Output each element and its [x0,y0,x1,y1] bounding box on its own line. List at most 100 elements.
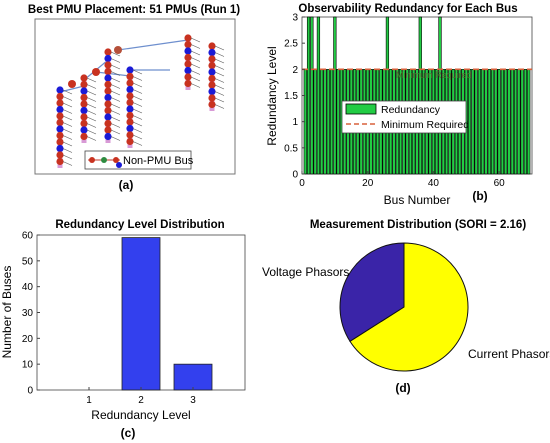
bus-label-mark [62,109,73,114]
panel-b-title: Observability Redundancy for Each Bus [298,3,517,15]
panel-b-legend-minimum: Minimum Required [381,119,469,131]
bus-label-mark [86,84,97,89]
bus-label-mark [86,129,97,135]
bus-label-mark [132,102,143,107]
x-tick-label: 0 [299,178,305,189]
distribution-bar [121,237,161,391]
bus-label-mark [86,116,97,122]
bus-label-mark [132,141,143,146]
panel-a-label: (a) [119,178,134,192]
pie-slice [339,242,405,342]
bus-node [208,55,216,63]
bus-node [80,119,88,128]
bus-node [80,80,88,89]
y-tick-label: 50 [22,256,34,267]
bus-node [56,99,64,107]
bus-node [104,106,112,115]
panel-a-title: Best PMU Placement: 51 PMUs (Run 1) [28,4,240,16]
bus-node [92,68,100,76]
bus-label-mark [214,78,225,83]
bus-node [80,113,88,121]
bus-label-mark [110,123,121,128]
bus-node [114,46,122,54]
redundancy-bar [520,69,524,175]
bus-node [104,126,112,134]
bus-node [104,132,112,141]
bus-label-mark [110,103,121,109]
bus-node [126,105,134,113]
redundancy-bar [323,69,327,175]
bus-label-mark [132,82,143,88]
redundancy-bar [418,16,422,175]
bus-node [104,67,112,76]
bus-node [126,111,134,120]
bus-node [104,80,112,89]
graph-edge [59,85,85,93]
bus-label-mark [110,58,121,63]
redundancy-bar [336,69,340,175]
bus-label-mark [214,84,225,90]
panel-c-title: Redundancy Level Distribution [55,219,224,231]
bus-label-mark [110,84,121,89]
bus-label-mark [62,141,73,147]
panel-d-label: (d) [395,381,410,395]
bus-node [56,138,64,146]
bus-node [208,68,216,76]
y-tick-label: 0.5 [284,143,298,154]
redundancy-bar [471,69,475,175]
redundancy-bar [527,69,531,175]
panel-a: Best PMU Placement: 51 PMUs (Run 1) Non-… [28,4,240,192]
bus-label-mark [214,65,225,70]
y-tick-label: 10 [22,360,34,371]
redundancy-bar [510,69,514,175]
redundancy-bar [316,16,321,175]
graph-edge [95,71,131,77]
bus-label-mark [86,136,97,141]
bus-label-mark [110,116,121,122]
bus-node [68,80,76,88]
bus-node [104,61,112,69]
bus-label-mark [190,70,201,75]
x-tick-label: 3 [190,395,196,406]
y-tick-label: 3 [292,13,298,24]
bus-label-mark [132,121,143,127]
panel-b-legend: Redundancy Minimum Required [341,100,469,134]
bus-node [208,94,216,102]
bus-node [126,124,134,133]
bus-label-mark [132,128,143,133]
bus-label-mark [214,58,225,64]
bus-label-mark [110,64,121,70]
distribution-bar [173,363,213,391]
redundancy-bar [310,16,314,175]
bus-node [126,131,134,139]
panel-c-label: (c) [121,426,136,440]
panel-b-xlabel: Bus Number [384,193,451,207]
bus-node [104,119,112,128]
panel-b: Observability Redundancy for Each Bus 0 0… [265,3,533,207]
bus-label-mark [62,115,73,121]
bus-node [126,92,134,100]
bus-label-mark [62,161,73,166]
redundancy-bar [517,69,521,175]
panel-c: Redundancy Level Distribution 0 10 20 30 40 5… [0,219,246,440]
bus-label-mark [62,154,73,160]
redundancy-bar [326,69,330,175]
redundancy-bar [490,69,495,175]
redundancy-bar [507,69,511,175]
bus-label-mark [86,110,97,115]
panel-b-annotation: Minimum Required [396,70,472,80]
redundancy-bar [513,69,518,175]
panel-d-pie [339,242,469,372]
bus-label-mark [190,37,201,43]
bus-node [208,100,216,109]
graph-edge [117,39,189,51]
bus-label-mark [214,104,225,109]
bus-label-mark [110,129,121,135]
bus-label-mark [190,63,201,69]
bus-label-mark [214,91,225,96]
bus-node [184,47,192,55]
redundancy-bar [504,69,508,175]
bus-node [56,157,64,166]
pie-label-current: Current Phasors [468,347,550,361]
panel-c-axes: 0 10 20 30 40 50 60 1 2 3 [22,231,196,407]
